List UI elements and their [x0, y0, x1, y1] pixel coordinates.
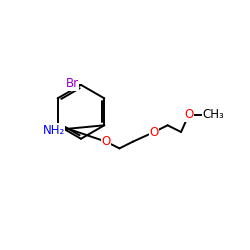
Text: CH₃: CH₃ [202, 108, 224, 121]
Text: O: O [184, 108, 194, 121]
Text: NH₂: NH₂ [42, 124, 65, 136]
Text: O: O [150, 126, 159, 138]
Text: O: O [101, 135, 110, 148]
Text: Br: Br [66, 78, 79, 90]
